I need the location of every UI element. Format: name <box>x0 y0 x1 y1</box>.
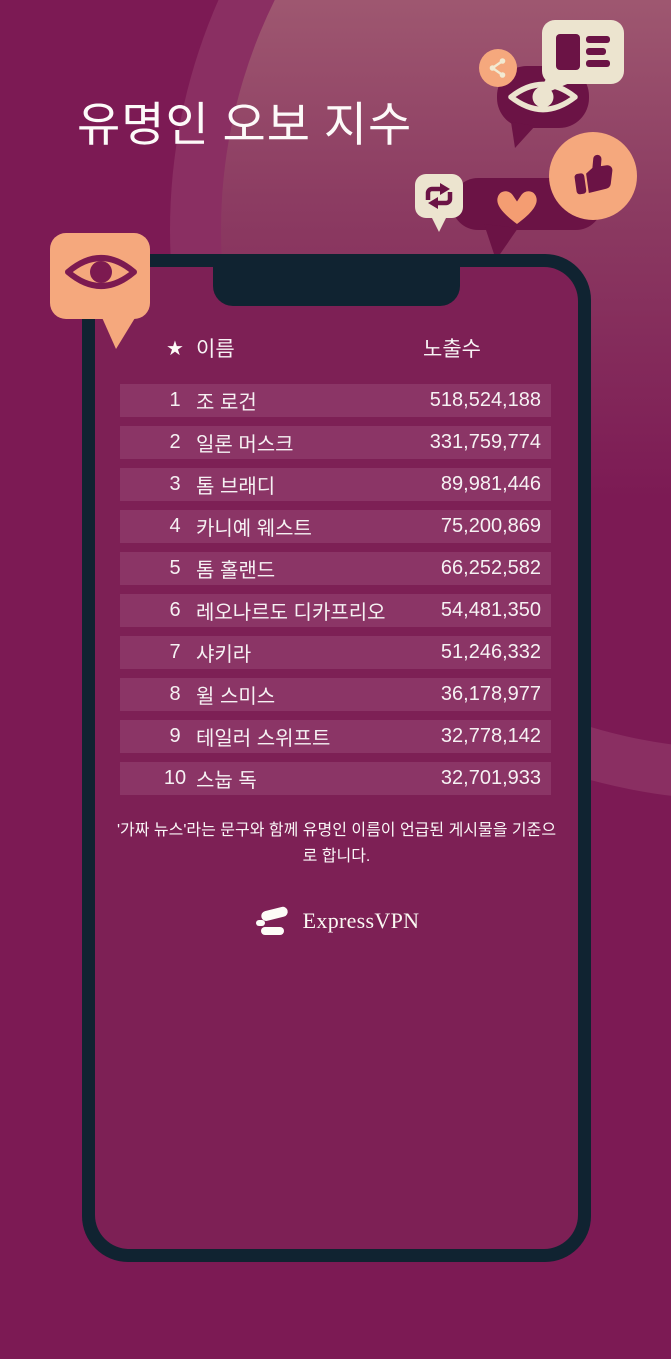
phone-notch <box>213 267 460 306</box>
table-row: 7 샤키라 51,246,332 <box>120 636 551 669</box>
row-rank: 6 <box>169 599 181 621</box>
share-icon <box>489 58 506 78</box>
table-row: 8 윌 스미스 36,178,977 <box>120 678 551 711</box>
row-name: 일론 머스크 <box>196 434 294 456</box>
row-rank: 3 <box>169 473 181 495</box>
share-badge <box>479 49 517 87</box>
row-name: 윌 스미스 <box>196 686 276 708</box>
phone-screen: ★ 이름 노출수 1 조 로건 518,524,188 2 일론 머스크 331… <box>95 267 578 1249</box>
table-row: 4 카니예 웨스트 75,200,869 <box>120 510 551 543</box>
row-rank: 5 <box>169 557 181 579</box>
heart-icon <box>497 191 537 224</box>
row-name: 톰 브래디 <box>196 476 276 498</box>
row-rank: 8 <box>169 683 181 705</box>
row-count: 51,246,332 <box>440 641 541 663</box>
page-title: 유명인 오보 지수 <box>77 100 413 152</box>
row-rank: 2 <box>169 431 181 453</box>
news-speech-bubble <box>534 20 624 98</box>
row-name: 톰 홀랜드 <box>196 560 276 582</box>
row-name: 스눕 독 <box>196 770 257 792</box>
row-count: 89,981,446 <box>440 473 541 495</box>
table-row: 2 일론 머스크 331,759,774 <box>120 426 551 459</box>
news-icon <box>556 34 610 70</box>
table-row: 6 레오나르도 디카프리오 54,481,350 <box>120 594 551 627</box>
row-rank: 7 <box>169 641 181 663</box>
row-count: 32,701,933 <box>440 767 541 789</box>
row-rank: 10 <box>163 767 187 789</box>
eye-speech-bubble-left <box>50 233 150 349</box>
row-name: 샤키라 <box>196 644 252 666</box>
row-count: 32,778,142 <box>440 725 541 747</box>
phone-mockup: ★ 이름 노출수 1 조 로건 518,524,188 2 일론 머스크 331… <box>82 254 591 1262</box>
row-name: 조 로건 <box>196 392 257 414</box>
thumbs-up-badge <box>549 132 637 220</box>
expressvpn-logo-icon <box>255 906 288 935</box>
row-rank: 4 <box>169 515 181 537</box>
table-rows: 1 조 로건 518,524,188 2 일론 머스크 331,759,774 … <box>120 384 551 804</box>
row-count: 36,178,977 <box>440 683 541 705</box>
row-rank: 9 <box>169 725 181 747</box>
header-count: 노출수 <box>423 338 481 361</box>
retweet-icon <box>425 183 453 209</box>
star-icon: ★ <box>166 337 184 360</box>
brand-name: ExpressVPN <box>302 908 420 933</box>
eye-icon <box>65 255 137 289</box>
row-count: 54,481,350 <box>440 599 541 621</box>
table-row: 9 테일러 스위프트 32,778,142 <box>120 720 551 753</box>
retweet-speech-bubble <box>415 174 463 232</box>
table-row: 1 조 로건 518,524,188 <box>120 384 551 417</box>
brand-lockup: ExpressVPN <box>95 903 578 939</box>
footnote: '가짜 뉴스'라는 문구와 함께 유명인 이름이 언급된 게시물을 기준으로 합… <box>116 822 557 865</box>
row-count: 518,524,188 <box>429 389 541 411</box>
thumbs-up-icon <box>574 154 613 195</box>
row-count: 66,252,582 <box>440 557 541 579</box>
row-name: 레오나르도 디카프리오 <box>196 602 386 624</box>
row-rank: 1 <box>169 389 181 411</box>
table-row: 5 톰 홀랜드 66,252,582 <box>120 552 551 585</box>
row-name: 카니예 웨스트 <box>196 518 312 540</box>
row-count: 331,759,774 <box>429 431 541 453</box>
row-count: 75,200,869 <box>440 515 541 537</box>
table-header: ★ 이름 노출수 <box>120 333 551 363</box>
header-name: 이름 <box>196 338 235 361</box>
row-name: 테일러 스위프트 <box>196 728 331 750</box>
table-row: 3 톰 브래디 89,981,446 <box>120 468 551 501</box>
table-row: 10 스눕 독 32,701,933 <box>120 762 551 795</box>
